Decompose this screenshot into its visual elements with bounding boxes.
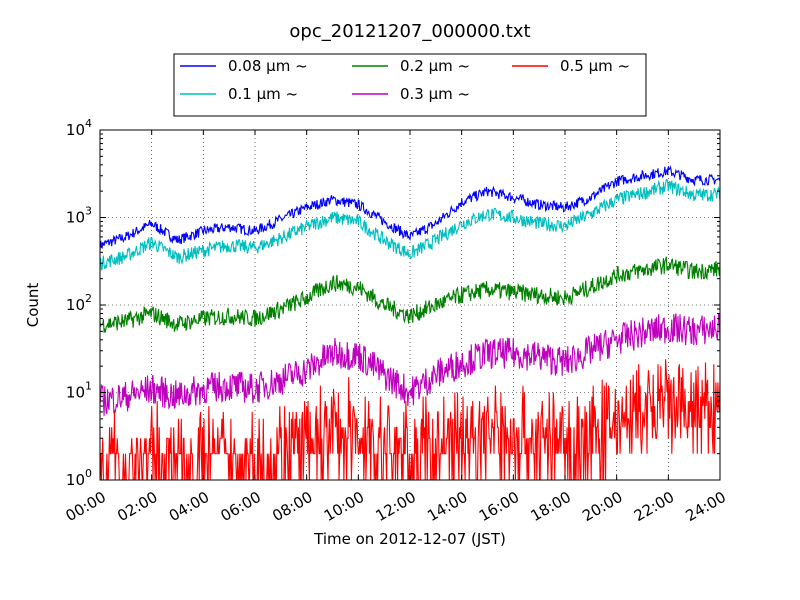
legend: 0.08 μm ~ 0.1 μm ~ 0.2 μm ~ 0.3 μm ~ 0.5 μm … [173, 53, 647, 117]
series-line [100, 178, 720, 271]
legend-label: 0.5 μm ~ [560, 57, 630, 75]
x-tick-label: 20:00 [579, 488, 625, 525]
y-axis-label: Count [24, 283, 42, 328]
legend-box [173, 53, 647, 117]
series-line [100, 165, 720, 251]
x-tick-label: 18:00 [528, 488, 574, 525]
series-line [100, 313, 720, 416]
y-tick-labels: 100 101 102 103 104 [66, 117, 92, 489]
x-tick-label: 24:00 [683, 488, 729, 525]
x-tick-label: 16:00 [476, 488, 522, 525]
tick-marks [99, 129, 721, 481]
y-tick-label: 104 [66, 117, 92, 139]
x-tick-label: 10:00 [321, 488, 367, 525]
y-tick-label: 103 [66, 205, 92, 227]
x-tick-label: 00:00 [63, 488, 109, 525]
x-tick-label: 08:00 [269, 488, 315, 525]
x-tick-label: 02:00 [114, 488, 160, 525]
x-tick-label: 14:00 [424, 488, 470, 525]
legend-label: 0.2 μm ~ [400, 57, 470, 75]
x-tick-label: 06:00 [218, 488, 264, 525]
series-line [100, 359, 720, 480]
y-tick-label: 101 [66, 380, 92, 402]
x-tick-labels: 00:00 02:00 04:00 06:00 08:00 10:00 12:00 14:00… [63, 488, 729, 525]
series-line [100, 256, 720, 334]
legend-label: 0.08 μm ~ [228, 57, 308, 75]
y-tick-label: 102 [66, 292, 92, 314]
legend-label: 0.3 μm ~ [400, 85, 470, 103]
y-tick-label: 100 [66, 467, 92, 489]
x-tick-label: 12:00 [373, 488, 419, 525]
legend-label: 0.1 μm ~ [228, 85, 298, 103]
chart-title: opc_20121207_000000.txt [289, 21, 530, 42]
x-tick-label: 22:00 [631, 488, 677, 525]
grid-lines [100, 130, 720, 480]
x-tick-label: 04:00 [166, 488, 212, 525]
x-axis-label: Time on 2012-12-07 (JST) [313, 530, 506, 548]
series-layer [100, 165, 720, 480]
